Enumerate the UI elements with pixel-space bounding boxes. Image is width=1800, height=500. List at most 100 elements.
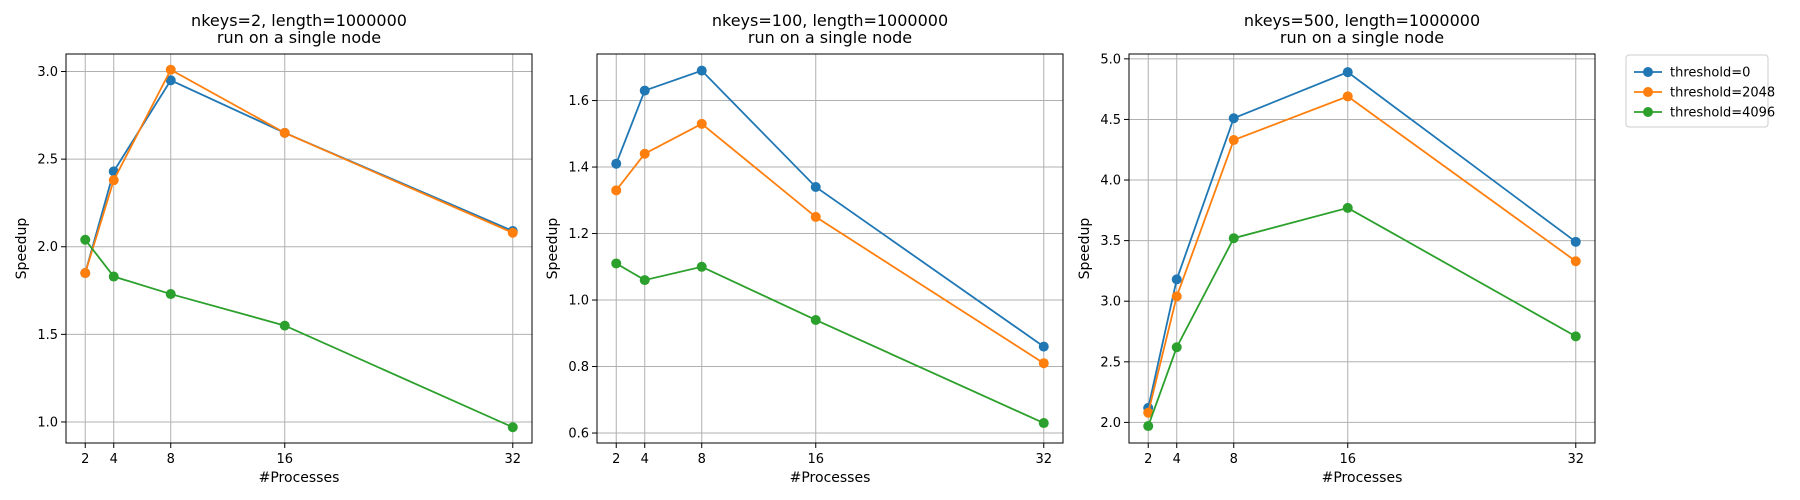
y-tick-label: 1.2 bbox=[568, 227, 589, 242]
subplot-3: 2 4 8 16 32 2.0 2.5 3.0 3.5 4.0 4.5 5.0 nkeys=500, l… bbox=[1077, 11, 1596, 486]
data-point bbox=[1228, 233, 1239, 244]
x-axis-label: #Processes bbox=[259, 470, 340, 486]
data-point bbox=[279, 320, 290, 331]
x-tick-label: 8 bbox=[1230, 452, 1238, 467]
data-point bbox=[165, 75, 176, 86]
data-point bbox=[108, 271, 119, 282]
y-tick-label: 3.0 bbox=[1100, 295, 1121, 310]
data-point bbox=[639, 85, 650, 96]
x-tick-label: 4 bbox=[1173, 452, 1181, 467]
data-point bbox=[1342, 202, 1353, 213]
y-tick-label: 1.0 bbox=[37, 415, 58, 430]
data-point bbox=[165, 64, 176, 75]
subplot-2: 2 4 8 16 32 0.6 0.8 1.0 1.2 1.4 1.6 nkeys=100, leng… bbox=[545, 11, 1064, 486]
series-line bbox=[1147, 71, 1577, 409]
data-point bbox=[279, 127, 290, 138]
data-point bbox=[1038, 418, 1049, 429]
series-line bbox=[1147, 95, 1577, 413]
y-tick-label: 0.6 bbox=[568, 427, 589, 442]
y-tick-label: 4.0 bbox=[1100, 174, 1121, 189]
x-tick-label: 4 bbox=[641, 452, 649, 467]
data-point bbox=[1171, 291, 1182, 302]
legend-label: threshold=2048 bbox=[1670, 86, 1775, 101]
x-tick-label: 8 bbox=[167, 452, 175, 467]
plot-frame bbox=[65, 53, 533, 444]
plot-frame bbox=[596, 53, 1064, 444]
subplot-title-line2: run on a single node bbox=[1280, 28, 1444, 47]
data-point bbox=[1342, 67, 1353, 78]
y-tick-label: 0.8 bbox=[568, 360, 589, 375]
data-point bbox=[1038, 341, 1049, 352]
data-point bbox=[810, 211, 821, 222]
subplot-title-line1: nkeys=500, length=1000000 bbox=[1244, 11, 1480, 30]
subplot-title-line1: nkeys=100, length=1000000 bbox=[712, 11, 948, 30]
series-line bbox=[84, 239, 514, 429]
y-tick-label: 5.0 bbox=[1100, 52, 1121, 67]
y-tick-label: 2.5 bbox=[1100, 355, 1121, 370]
y-axis-label: Speedup bbox=[545, 218, 561, 280]
data-point bbox=[639, 275, 650, 286]
series-line bbox=[615, 69, 1045, 348]
x-tick-label: 2 bbox=[612, 452, 620, 467]
data-point bbox=[507, 227, 518, 238]
legend-marker bbox=[1643, 67, 1653, 77]
y-tick-label: 3.0 bbox=[37, 65, 58, 80]
data-point bbox=[165, 289, 176, 300]
legend-label: threshold=4096 bbox=[1670, 106, 1775, 121]
x-axis-label: #Processes bbox=[790, 470, 871, 486]
plot-frame bbox=[1128, 53, 1596, 444]
legend: threshold=0 threshold=2048 threshold=4096 bbox=[1625, 54, 1775, 128]
subplot-title-line2: run on a single node bbox=[217, 28, 381, 47]
legend-marker bbox=[1643, 87, 1653, 97]
y-tick-label: 4.5 bbox=[1100, 113, 1121, 128]
data-point bbox=[1570, 236, 1581, 247]
y-tick-label: 1.5 bbox=[37, 328, 58, 343]
data-point bbox=[1570, 256, 1581, 267]
y-tick-label: 1.4 bbox=[568, 161, 589, 176]
data-point bbox=[507, 422, 518, 433]
series-line bbox=[615, 262, 1045, 424]
y-axis-label: Speedup bbox=[1077, 218, 1093, 280]
y-axis-label: Speedup bbox=[14, 218, 30, 280]
data-point bbox=[696, 261, 707, 272]
data-point bbox=[696, 118, 707, 129]
legend-label: threshold=0 bbox=[1670, 66, 1750, 81]
data-point bbox=[1171, 342, 1182, 353]
data-point bbox=[1570, 331, 1581, 342]
x-tick-label: 4 bbox=[110, 452, 118, 467]
x-tick-label: 8 bbox=[698, 452, 706, 467]
data-point bbox=[1228, 113, 1239, 124]
y-tick-label: 2.0 bbox=[37, 240, 58, 255]
subplot-title-line2: run on a single node bbox=[748, 28, 912, 47]
x-tick-label: 16 bbox=[1339, 452, 1356, 467]
x-tick-label: 2 bbox=[1144, 452, 1152, 467]
legend-box bbox=[1625, 54, 1769, 128]
y-tick-label: 1.0 bbox=[568, 294, 589, 309]
data-point bbox=[696, 65, 707, 76]
x-tick-label: 32 bbox=[1035, 452, 1052, 467]
data-point bbox=[108, 175, 119, 186]
series-line bbox=[84, 79, 514, 274]
data-point bbox=[80, 268, 91, 279]
data-point bbox=[810, 314, 821, 325]
y-tick-label: 2.0 bbox=[1100, 416, 1121, 431]
x-tick-label: 2 bbox=[81, 452, 89, 467]
data-point bbox=[1038, 358, 1049, 369]
x-axis-label: #Processes bbox=[1322, 470, 1403, 486]
x-tick-label: 32 bbox=[1567, 452, 1584, 467]
data-point bbox=[1143, 407, 1154, 418]
x-tick-label: 16 bbox=[276, 452, 293, 467]
data-point bbox=[1342, 91, 1353, 102]
y-tick-label: 1.6 bbox=[568, 94, 589, 109]
data-point bbox=[611, 258, 622, 269]
subplot-title-line1: nkeys=2, length=1000000 bbox=[191, 11, 407, 30]
data-point bbox=[1171, 274, 1182, 285]
legend-marker bbox=[1643, 107, 1653, 117]
data-point bbox=[1228, 135, 1239, 146]
subplot-1: 2 4 8 16 32 1.0 1.5 2.0 2.5 3.0 nkeys=2, length=10… bbox=[14, 11, 533, 486]
data-point bbox=[611, 158, 622, 169]
x-tick-label: 16 bbox=[807, 452, 824, 467]
data-point bbox=[810, 181, 821, 192]
data-point bbox=[639, 148, 650, 159]
